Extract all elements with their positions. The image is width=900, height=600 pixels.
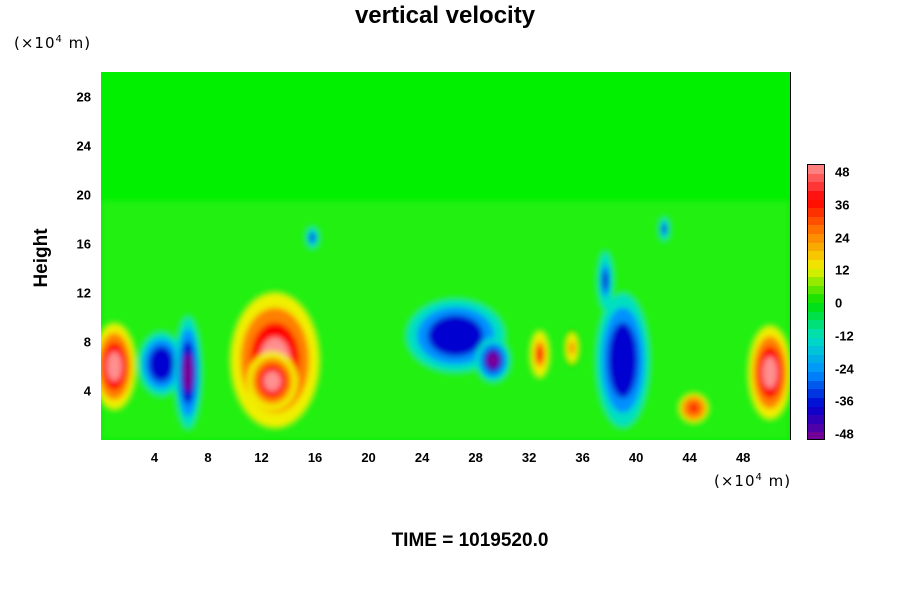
colorbar-segment	[808, 337, 824, 347]
colorbar-tick-label: 36	[835, 197, 850, 213]
colorbar-segment	[808, 225, 824, 235]
downdraft-region-9-level-3	[613, 337, 632, 384]
colorbar-segment	[808, 285, 824, 295]
x-tick-label: 44	[682, 450, 697, 465]
x-tick-label: 16	[307, 450, 323, 465]
colorbar-tick-label: 12	[835, 262, 850, 278]
colorbar-segment	[808, 182, 824, 192]
colorbar-segment	[808, 311, 824, 321]
updraft-region-4-level-3	[263, 371, 281, 392]
colorbar-segment	[808, 234, 824, 244]
y-tick-label: 12	[76, 285, 91, 301]
y-axis-unit: (×104 m)	[14, 34, 92, 52]
y-tick-label: 16	[76, 236, 91, 252]
colorbar-segment	[808, 415, 824, 425]
colorbar-segment	[808, 328, 824, 339]
colorbar-tick-label: -12	[835, 328, 854, 344]
plot-area	[101, 72, 791, 440]
x-tick-label: 28	[468, 450, 483, 465]
colorbar-segment	[808, 363, 824, 373]
colorbar-segment	[808, 389, 824, 399]
x-tick-label: 8	[204, 450, 212, 465]
colorbar-segment	[808, 380, 824, 390]
x-tick-label: 20	[361, 450, 376, 465]
x-axis-unit: (×104 m)	[714, 472, 792, 490]
colorbar-segment	[808, 303, 824, 313]
velocity-field	[101, 72, 790, 440]
x-tick-label: 48	[735, 450, 751, 465]
colorbar-tick-label: 48	[835, 164, 850, 180]
y-axis-label: Height	[31, 228, 52, 288]
colorbar-tick-label: -36	[835, 393, 854, 409]
colorbar-segment	[808, 259, 824, 270]
colorbar-segment	[808, 251, 824, 261]
colorbar-tick-label: 0	[835, 295, 843, 311]
downdraft-region-10-level-3	[602, 270, 609, 291]
downdraft-region-1-level-3	[153, 353, 169, 375]
y-tick-label: 8	[83, 334, 91, 350]
updraft-region-0-level-3	[107, 351, 122, 381]
time-label: TIME = 1019520.0	[391, 530, 549, 551]
colorbar-segment	[808, 432, 824, 439]
colorbar-segment	[808, 294, 824, 304]
downdraft-region-6-level-3	[487, 352, 499, 368]
y-tick-label: 28	[76, 89, 91, 105]
chart-title: vertical velocity	[354, 2, 536, 29]
downdraft-region-2-level-3	[183, 353, 193, 392]
colorbar-segment	[808, 277, 824, 287]
colorbar-segment	[808, 268, 824, 278]
x-tick-label: 12	[254, 450, 269, 465]
x-tick-label: 24	[414, 450, 430, 465]
colorbar	[807, 164, 825, 440]
colorbar-segment	[808, 190, 824, 201]
colorbar-segment	[808, 208, 824, 218]
colorbar-segment	[808, 397, 824, 408]
colorbar-tick-label: -24	[835, 361, 854, 376]
colorbar-segment	[808, 216, 824, 226]
x-tick-label: 4	[150, 450, 159, 465]
downdraft-region-5-level-3	[438, 323, 473, 349]
colorbar-tick-label: 24	[835, 230, 850, 245]
updraft-region-11-level-3	[688, 403, 699, 414]
colorbar-segment	[808, 406, 824, 416]
colorbar-tick-label: -48	[835, 426, 854, 442]
x-tick-label: 36	[575, 450, 590, 465]
colorbar-segment	[808, 320, 824, 330]
colorbar-segment	[808, 346, 824, 356]
colorbar-segment	[808, 423, 824, 433]
colorbar-segment	[808, 242, 824, 252]
y-tick-label: 4	[83, 383, 91, 399]
y-tick-label: 20	[76, 187, 91, 203]
x-tick-label: 32	[521, 450, 537, 465]
colorbar-segment	[808, 173, 824, 183]
colorbar-segment	[808, 354, 824, 364]
updraft-region-7-level-3	[536, 346, 544, 363]
updraft-region-12-level-3	[762, 356, 778, 389]
downdraft-region-13-level-3	[310, 233, 315, 242]
y-tick-label: 24	[76, 138, 91, 154]
colorbar-segment	[808, 199, 824, 209]
colorbar-segment	[808, 165, 824, 175]
x-tick-label: 40	[628, 450, 644, 465]
updraft-region-8-level-3	[569, 341, 575, 355]
colorbar-segment	[808, 372, 824, 382]
downdraft-region-14-level-3	[662, 224, 667, 234]
